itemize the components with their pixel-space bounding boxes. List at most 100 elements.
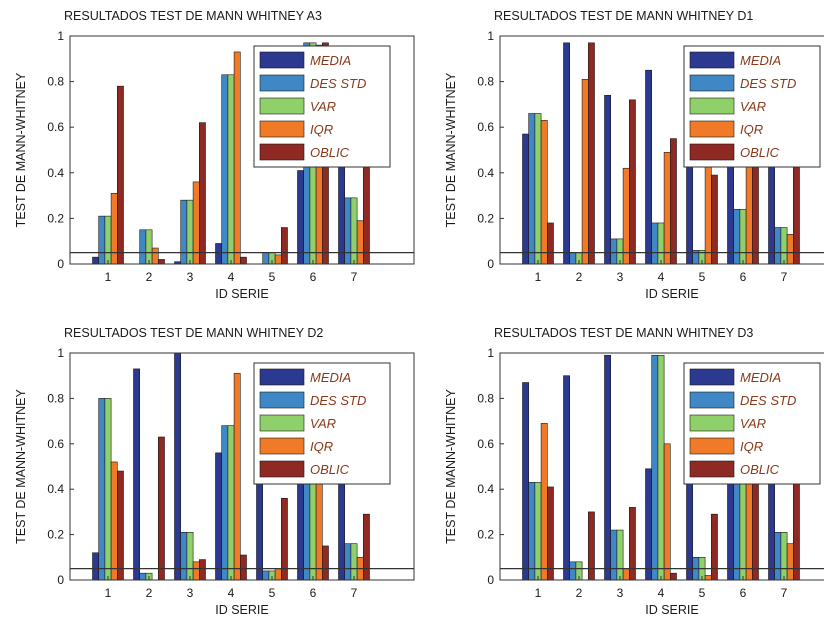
bar-oblic-serie-7 — [362, 513, 370, 581]
legend: MEDIA DES STD VAR IQR OBLIC — [253, 362, 391, 485]
y-tick-label: 0.2 — [47, 528, 64, 542]
y-axis-label: TEST DE MANN-WHITNEY — [14, 389, 28, 544]
bar-oblic-serie-3 — [199, 122, 206, 265]
x-tick-label: 3 — [187, 270, 194, 284]
bar-iqr-serie-4 — [663, 443, 671, 581]
bar-media-serie-7 — [768, 477, 775, 581]
legend-entry: IQR — [740, 122, 763, 137]
bar-des-std-serie-1 — [528, 113, 536, 265]
bar-var-serie-7 — [350, 543, 358, 581]
bar-media-serie-3 — [604, 354, 611, 581]
x-tick-label: 2 — [576, 270, 583, 284]
bar-des-std-serie-3 — [180, 532, 188, 581]
x-tick-label: 5 — [269, 270, 276, 284]
legend-swatch — [689, 414, 735, 432]
bar-var-serie-6 — [739, 477, 747, 581]
x-tick-label: 1 — [535, 270, 542, 284]
y-tick-label: 0.8 — [477, 75, 494, 89]
bar-des-std-serie-4 — [651, 354, 659, 581]
bar-media-serie-1 — [92, 256, 99, 265]
chart-panel-3: 0 0.2 0.4 0.6 0.8 1 1 2 3 4 5 6 7 RESULTADOS TEST DE … — [14, 326, 415, 617]
y-axis-label: TEST DE MANN-WHITNEY — [14, 72, 28, 227]
y-tick-label: 0.8 — [47, 391, 64, 405]
legend-swatch — [689, 368, 735, 386]
bar-media-serie-2 — [563, 375, 570, 581]
x-tick-label: 3 — [617, 270, 624, 284]
bar-var-serie-4 — [227, 425, 235, 581]
legend-entry: DES STD — [740, 76, 796, 91]
x-tick-label: 6 — [740, 270, 747, 284]
legend-swatch — [689, 120, 735, 138]
bar-media-serie-1 — [92, 552, 99, 581]
x-tick-label: 2 — [576, 586, 583, 600]
bar-iqr-serie-3 — [192, 561, 200, 581]
bar-oblic-serie-1 — [117, 85, 124, 265]
legend-entry: OBLIC — [310, 145, 350, 160]
legend-swatch — [259, 391, 305, 409]
bar-iqr-serie-1 — [110, 193, 118, 265]
y-tick-label: 0.4 — [477, 482, 494, 496]
chart-title: RESULTADOS TEST DE MANN WHITNEY D1 — [494, 9, 753, 23]
legend-entry: DES STD — [310, 393, 366, 408]
bar-media-serie-2 — [563, 42, 570, 265]
x-tick-label: 7 — [351, 586, 358, 600]
legend-entry: IQR — [740, 439, 763, 454]
legend-swatch — [259, 51, 305, 69]
bar-var-serie-1 — [534, 482, 542, 581]
y-tick-label: 0.2 — [477, 211, 494, 225]
y-tick-label: 0.6 — [47, 120, 64, 134]
bar-des-std-serie-6 — [733, 208, 741, 265]
bar-oblic-serie-5 — [710, 513, 718, 581]
bar-iqr-serie-5 — [274, 254, 282, 265]
x-tick-label: 7 — [781, 586, 788, 600]
x-tick-label: 6 — [310, 270, 317, 284]
y-tick-label: 0.2 — [47, 211, 64, 225]
legend-entry: DES STD — [310, 76, 366, 91]
chart-title: RESULTADOS TEST DE MANN WHITNEY D2 — [64, 326, 323, 340]
legend-entry: VAR — [740, 99, 766, 114]
bar-var-serie-7 — [780, 532, 788, 581]
bar-des-std-serie-4 — [221, 74, 229, 265]
x-tick-label: 6 — [740, 586, 747, 600]
legend-entry: MEDIA — [740, 53, 781, 68]
legend-swatch — [689, 74, 735, 92]
legend-entry: OBLIC — [310, 462, 350, 477]
y-tick-label: 1 — [487, 346, 494, 360]
axes-box — [499, 35, 824, 265]
bar-iqr-serie-2 — [151, 247, 159, 265]
legend: MEDIA DES STD VAR IQR OBLIC — [683, 45, 821, 168]
y-tick-label: 0.4 — [477, 166, 494, 180]
bar-oblic-serie-1 — [546, 486, 554, 581]
legend-swatch — [259, 368, 305, 386]
bar-iqr-serie-5 — [704, 575, 712, 581]
x-tick-label: 4 — [228, 270, 235, 284]
y-tick-label: 0.2 — [477, 528, 494, 542]
legend-entry: MEDIA — [310, 53, 351, 68]
bar-iqr-serie-4 — [233, 51, 241, 265]
bar-oblic-serie-6 — [751, 477, 759, 581]
axes-box — [499, 352, 824, 581]
bar-var-serie-1 — [104, 215, 112, 265]
bar-iqr-serie-1 — [540, 423, 548, 581]
bar-var-serie-1 — [104, 398, 112, 581]
bar-oblic-serie-2 — [158, 259, 165, 265]
bar-oblic-serie-4 — [240, 554, 247, 581]
bar-media-serie-4 — [215, 243, 222, 265]
bar-media-serie-1 — [522, 382, 529, 581]
y-tick-label: 0.4 — [47, 482, 64, 496]
bar-oblic-serie-7 — [362, 161, 370, 265]
chart-panel-4: 0 0.2 0.4 0.6 0.8 1 1 2 3 4 5 6 7 RESULTADOS TEST DE … — [444, 326, 824, 617]
x-tick-label: 1 — [105, 586, 112, 600]
x-tick-label: 4 — [658, 270, 665, 284]
bar-des-std-serie-5 — [262, 570, 270, 581]
bar-oblic-serie-5 — [280, 227, 288, 265]
bar-des-std-serie-1 — [98, 398, 106, 581]
y-axis-label: TEST DE MANN-WHITNEY — [444, 389, 458, 544]
legend-entry: VAR — [740, 416, 766, 431]
bar-des-std-serie-3 — [180, 199, 188, 265]
bar-des-std-serie-7 — [344, 543, 352, 581]
axes-box — [69, 352, 415, 581]
x-tick-label: 6 — [310, 586, 317, 600]
bar-oblic-serie-2 — [587, 42, 595, 265]
bar-oblic-serie-5 — [710, 174, 718, 265]
